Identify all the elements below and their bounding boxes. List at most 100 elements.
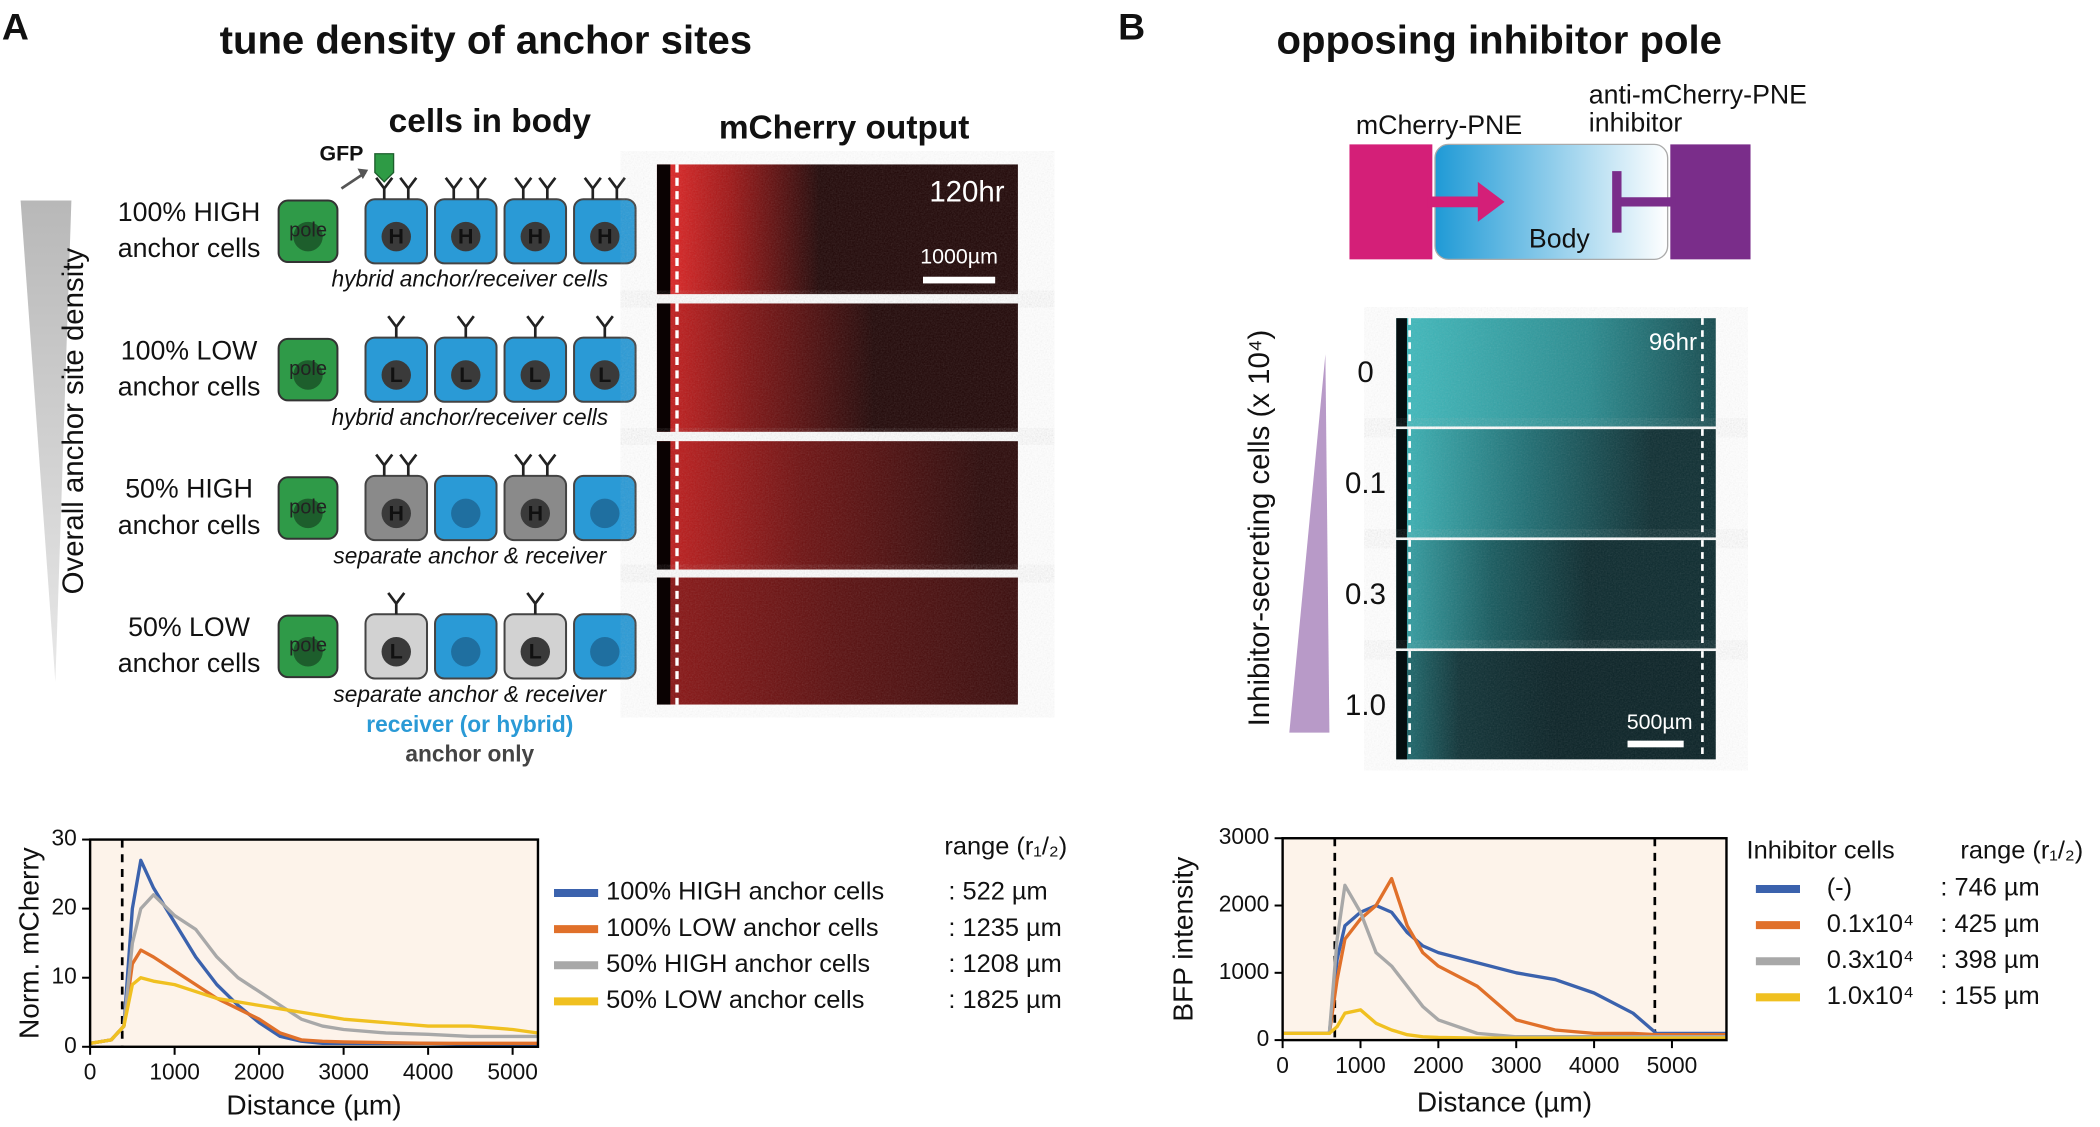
plot-area xyxy=(90,839,538,1047)
range-label: : 398 µm xyxy=(1940,946,2039,974)
x-tick-label: 3000 xyxy=(1491,1052,1542,1078)
series-line xyxy=(1282,876,1727,1037)
range-label: : 425 µm xyxy=(1940,910,2039,938)
pole-block xyxy=(1349,144,1433,260)
nucleus xyxy=(381,498,411,529)
row-caption: separate anchor & receiver xyxy=(333,681,607,707)
row-label: anchor cells xyxy=(118,648,261,678)
legend-label: (-) xyxy=(1827,874,1852,902)
scale-bar xyxy=(922,276,996,284)
y-tick-label: 2000 xyxy=(1219,891,1270,917)
scale-label: 500µm xyxy=(1627,710,1693,734)
x-tick-label: 2000 xyxy=(1413,1052,1464,1078)
scale-label: 1000µm xyxy=(920,245,998,269)
series-line xyxy=(89,893,538,1045)
antibody xyxy=(399,177,418,200)
y-tick-label: 20 xyxy=(51,894,76,920)
gfp-arrowhead xyxy=(357,168,369,180)
nucleus xyxy=(293,498,323,529)
cell-letter: H xyxy=(528,225,543,249)
row-caption: hybrid anchor/receiver cells xyxy=(332,266,609,292)
x-tick-label: 1000 xyxy=(1335,1052,1386,1078)
micrograph-edge xyxy=(1396,651,1407,760)
gfp-marker xyxy=(374,153,395,183)
row-value: 0.1 xyxy=(1345,467,1386,500)
nucleus xyxy=(451,498,481,529)
y-tick-label: 30 xyxy=(51,825,76,851)
antibody xyxy=(526,315,545,338)
cell-letter: L xyxy=(390,363,403,387)
legend-label: 1.0x10⁴ xyxy=(1827,982,1914,1010)
micrograph-texture xyxy=(1396,318,1716,427)
pole-text: pole xyxy=(289,496,327,518)
time-label: 96hr xyxy=(1649,329,1697,356)
x-tick-label: 3000 xyxy=(318,1059,369,1085)
antibody xyxy=(387,315,406,338)
row-label: anchor cells xyxy=(118,233,261,263)
cell-letter: H xyxy=(389,501,404,525)
inhibitor-triangle xyxy=(1289,354,1330,733)
density-triangle xyxy=(20,200,72,682)
x-tick-label: 4000 xyxy=(403,1059,454,1085)
inhibitor-label: anti-mCherry-PNE xyxy=(1589,79,1807,109)
body-label: Body xyxy=(1529,224,1591,254)
panel-title: opposing inhibitor pole xyxy=(1276,18,1721,62)
cell-letter: H xyxy=(458,225,473,249)
x-tick-label: 0 xyxy=(84,1059,97,1085)
plot-area xyxy=(1282,838,1727,1041)
cell-letter: L xyxy=(598,363,611,387)
cell-letter: H xyxy=(528,501,543,525)
range-label: : 522 µm xyxy=(948,878,1047,906)
nucleus xyxy=(293,221,323,252)
legend-label: 50% LOW anchor cells xyxy=(606,986,864,1014)
antibody xyxy=(514,453,533,476)
y-tick-label: 3000 xyxy=(1219,823,1270,849)
nucleus xyxy=(381,360,411,390)
x-tick-label: 2000 xyxy=(234,1059,285,1085)
row-label: 50% LOW xyxy=(128,612,251,642)
nucleus xyxy=(590,360,620,390)
range-label: : 1208 µm xyxy=(948,950,1061,978)
x-axis-label: Distance (µm) xyxy=(226,1089,401,1120)
range-label: : 155 µm xyxy=(1940,982,2039,1010)
cell-letter: L xyxy=(529,363,542,387)
micrograph-edge xyxy=(1396,540,1407,649)
row-label: 50% HIGH xyxy=(125,474,253,504)
row-value: 1.0 xyxy=(1345,689,1386,722)
nucleus xyxy=(381,221,411,252)
panel-title: tune density of anchor sites xyxy=(220,18,752,62)
image-title: mCherry output xyxy=(719,110,970,147)
legend-label: 0.3x10⁴ xyxy=(1827,946,1914,974)
micrograph-texture xyxy=(656,441,1018,570)
legend-title: Inhibitor cells xyxy=(1747,836,1895,864)
antibody xyxy=(444,177,463,200)
cell-letter: H xyxy=(597,225,612,249)
axis-label: Overall anchor site density xyxy=(57,248,90,595)
legend-label: 100% HIGH anchor cells xyxy=(606,878,884,906)
micrograph-texture xyxy=(1396,540,1716,649)
antibody xyxy=(399,453,418,476)
nucleus xyxy=(451,221,481,252)
row-label: anchor cells xyxy=(118,510,261,540)
micrograph-texture xyxy=(1396,429,1716,538)
antibody xyxy=(607,177,626,200)
row-label: 100% HIGH xyxy=(118,197,261,227)
y-axis-label: BFP intensity xyxy=(1167,857,1198,1022)
axis-label: Inhibitor-secreting cells (x 10⁴) xyxy=(1243,330,1276,727)
y-tick-label: 0 xyxy=(64,1032,77,1058)
x-tick-label: 5000 xyxy=(487,1059,538,1085)
range-label: : 1825 µm xyxy=(948,986,1061,1014)
cell-letter: L xyxy=(459,363,472,387)
row-value: 0.3 xyxy=(1345,578,1386,611)
y-axis-label: Norm. mCherry xyxy=(14,847,45,1039)
range-title: range (r₁/₂) xyxy=(944,832,1067,860)
micrograph-edge xyxy=(656,303,671,432)
range-label: : 1235 µm xyxy=(948,914,1061,942)
x-tick-label: 0 xyxy=(1276,1052,1289,1078)
micrograph-edge xyxy=(1396,429,1407,538)
pole-label: mCherry-PNE xyxy=(1356,110,1522,140)
cell-letter: L xyxy=(529,640,542,664)
range-title: range (r₁/₂) xyxy=(1960,836,2083,864)
cell-letter: L xyxy=(390,640,403,664)
